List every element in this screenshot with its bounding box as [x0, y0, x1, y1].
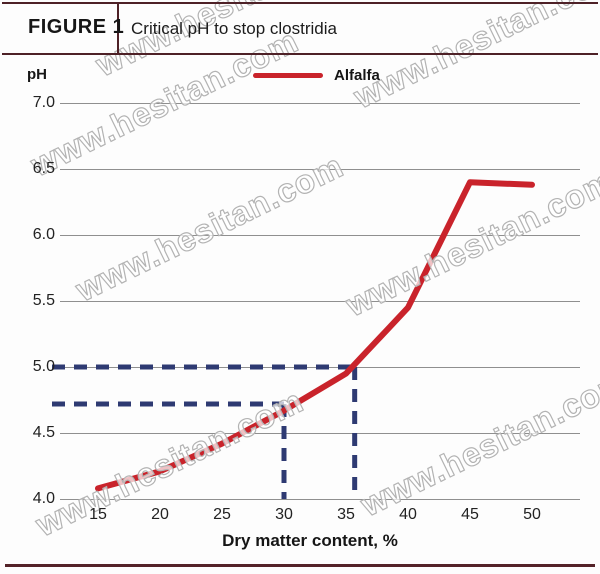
legend: Alfalfa [253, 67, 380, 84]
legend-line-swatch [253, 73, 323, 78]
y-tick-label: 4.0 [32, 490, 55, 507]
x-tick-label: 50 [523, 506, 541, 523]
y-tick-label: 5.5 [32, 292, 55, 309]
series-line-alfalfa [95, 179, 535, 492]
gridline [60, 499, 580, 500]
gridline [60, 103, 580, 104]
x-tick-label: 25 [213, 506, 231, 523]
y-tick-label: 6.0 [32, 226, 55, 243]
x-tick-label: 30 [275, 506, 293, 523]
x-tick-label: 35 [337, 506, 355, 523]
x-axis-title: Dry matter content, % [222, 531, 398, 550]
header-divider [117, 4, 119, 53]
figure-title: Critical pH to stop clostridia [131, 19, 337, 38]
header-bottom-rule [2, 53, 598, 55]
figure-number-label: FIGURE 1 [28, 16, 125, 38]
bottom-border-rule [5, 564, 595, 567]
legend-series-label: Alfalfa [334, 67, 380, 84]
gridline [60, 433, 580, 434]
x-tick-label: 20 [151, 506, 169, 523]
x-tick-label: 45 [461, 506, 479, 523]
y-tick-label: 4.5 [32, 424, 55, 441]
top-border-rule [2, 2, 598, 4]
y-axis-title: pH [27, 66, 47, 83]
x-tick-label: 40 [399, 506, 417, 523]
y-tick-label: 5.0 [32, 358, 55, 375]
x-tick-label: 15 [89, 506, 107, 523]
gridline [60, 301, 580, 302]
y-tick-label: 6.5 [32, 160, 55, 177]
gridline [60, 235, 580, 236]
y-tick-label: 7.0 [32, 94, 55, 111]
gridline [60, 169, 580, 170]
